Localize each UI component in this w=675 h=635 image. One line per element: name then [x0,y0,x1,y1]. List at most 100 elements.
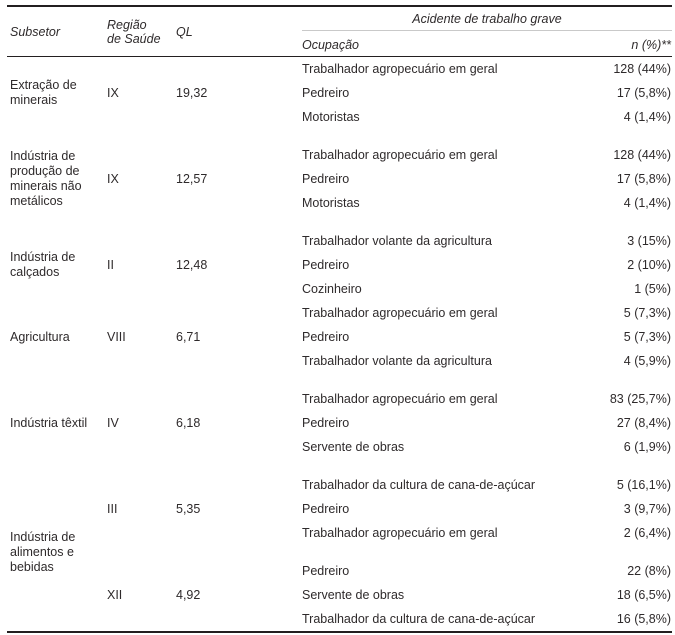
value-cell: 18 (6,5%) [616,587,672,602]
ql-cell: 5,35 [176,501,201,516]
ocupacao-cell: Motoristas [302,109,360,124]
accidents-table: Subsetor Região de Saúde QL Acidente de … [7,5,673,633]
table-row: Trabalhador agropecuário em geral 2 (6,4%… [7,521,672,545]
regiao-cell: III [107,501,118,516]
table-header: Subsetor Região de Saúde QL Acidente de … [7,6,673,57]
ql-cell: 19,32 [176,85,208,100]
subsetor-cell: Indústria de alimentos e bebidas [10,529,76,574]
table-row: Extração de minerais IX 19,32 Trabalhador a… [7,57,672,108]
subsetor-cell: Indústria de produção de minerais não me… [10,149,82,208]
value-cell: 2 (10%) [627,257,672,272]
regiao-cell: IV [107,415,119,430]
regiao-cell: VIII [107,329,126,344]
spacer-cell [7,459,672,473]
table-body: Extração de minerais IX 19,32 Trabalhador a… [7,57,672,633]
regiao-cell: XII [107,587,123,602]
table-row: Trabalhador volante da agricultura 4 (5,9… [7,349,672,373]
col-header-n-percent: n (%)** [574,30,673,57]
value-cell: 4 (1,4%) [623,109,672,124]
value-cell: 5 (16,1%) [616,477,672,492]
col-header-ocupacao: Ocupação [302,30,574,57]
ocupacao-cell: Pedreiro [302,329,350,344]
value-cell: 4 (1,4%) [623,195,672,210]
table-row: Agricultura VIII 6,71 Trabalhador agropecuá… [7,301,672,344]
col-header-acidente-de-trabalho-grave: Acidente de trabalho grave [302,6,673,31]
subsetor-cell: Indústria de calçados [10,250,76,279]
table-row: Pedreiro 27 (8,4%) [7,411,672,435]
table-row: Motoristas 4 (1,4%) [7,191,672,215]
value-cell: 5 (7,3%) [623,305,672,320]
value-cell: 83 (25,7%) [609,391,672,406]
regiao-cell: II [107,257,114,272]
table-row: Indústria têxtil IV 6,18 Trabalhador agrope… [7,387,672,430]
col-header-regiao-de-saude: Região de Saúde [107,6,176,57]
spacer-cell [7,129,672,143]
ocupacao-cell: Pedreiro [302,257,350,272]
ocupacao-cell: Trabalhador agropecuário em geral [302,147,498,162]
ocupacao-cell: Trabalhador da cultura de cana-de-açúcar [302,477,536,492]
ocupacao-cell: Trabalhador agropecuário em geral [302,391,498,406]
subsetor-cell: Agricultura [10,329,70,344]
ocupacao-cell: Trabalhador da cultura de cana-de-açúcar [302,611,536,626]
ocupacao-cell: Trabalhador agropecuário em geral [302,305,498,320]
ocupacao-cell: Pedreiro [302,501,350,516]
table-row: Pedreiro 2 (10%) [7,253,672,277]
table-row: XII 4,92 Pedreiro 22 (8%) [7,559,672,602]
value-cell: 2 (6,4%) [623,525,672,540]
table-row: Pedreiro 5 (7,3%) [7,325,672,349]
value-cell: 6 (1,9%) [623,439,672,454]
ocupacao-cell: Trabalhador agropecuário em geral [302,61,498,76]
table-row: Servente de obras 6 (1,9%) [7,435,672,459]
ql-cell: 4,92 [176,587,201,602]
value-cell: 27 (8,4%) [616,415,672,430]
spacer-cell [107,545,672,559]
ql-cell: 12,57 [176,171,208,186]
value-cell: 5 (7,3%) [623,329,672,344]
spacer-row [7,459,672,473]
value-cell: 17 (5,8%) [616,171,672,186]
table-row: Pedreiro 17 (5,8%) [7,81,672,105]
header-row-top: Subsetor Região de Saúde QL Acidente de … [7,6,673,57]
paper-table-container: Subsetor Região de Saúde QL Acidente de … [7,5,673,633]
ocupacao-cell: Servente de obras [302,587,405,602]
spacer-cell [7,373,672,387]
ocupacao-cell: Cozinheiro [302,281,362,296]
ocupacao-cell: Servente de obras [302,439,405,454]
ql-cell: 12,48 [176,257,208,272]
value-cell: 16 (5,8%) [616,611,672,626]
value-cell: 1 (5%) [634,281,672,296]
ocupacao-cell: Trabalhador volante da agricultura [302,353,492,368]
value-cell: 17 (5,8%) [616,85,672,100]
ocupacao-cell: Pedreiro [302,563,350,578]
spacer-row [7,373,672,387]
table-row: Indústria de calçados II 12,48 Trabalhador … [7,229,672,280]
ocupacao-cell: Trabalhador volante da agricultura [302,233,492,248]
spacer-cell [7,215,672,229]
ocupacao-cell: Pedreiro [302,415,350,430]
value-cell: 128 (44%) [613,61,672,76]
value-cell: 128 (44%) [613,147,672,162]
col-header-ql: QL [176,6,302,57]
subsetor-cell: Indústria têxtil [10,415,88,430]
spacer-row [7,545,672,559]
value-cell: 4 (5,9%) [623,353,672,368]
table-row: Trabalhador da cultura de cana-de-açúcar… [7,607,672,632]
table-row: Indústria de alimentos e bebidas III 5,35 T… [7,473,672,574]
value-cell: 22 (8%) [627,563,672,578]
ocupacao-cell: Pedreiro [302,85,350,100]
value-cell: 3 (9,7%) [623,501,672,516]
value-cell: 3 (15%) [627,233,672,248]
table-row: Indústria de produção de minerais não me… [7,143,672,209]
ocupacao-cell: Trabalhador agropecuário em geral [302,525,498,540]
table-row: Servente de obras 18 (6,5%) [7,583,672,607]
header-row-sub: Ocupação n (%)** [7,30,673,57]
table-row: Pedreiro 3 (9,7%) [7,497,672,521]
ocupacao-cell: Motoristas [302,195,360,210]
ql-cell: 6,18 [176,415,201,430]
col-header-subsetor: Subsetor [7,6,107,57]
spacer-row [7,215,672,229]
table-row: Pedreiro 17 (5,8%) [7,167,672,191]
regiao-cell: IX [107,85,119,100]
spacer-row [7,129,672,143]
table-row: Cozinheiro 1 (5%) [7,277,672,301]
